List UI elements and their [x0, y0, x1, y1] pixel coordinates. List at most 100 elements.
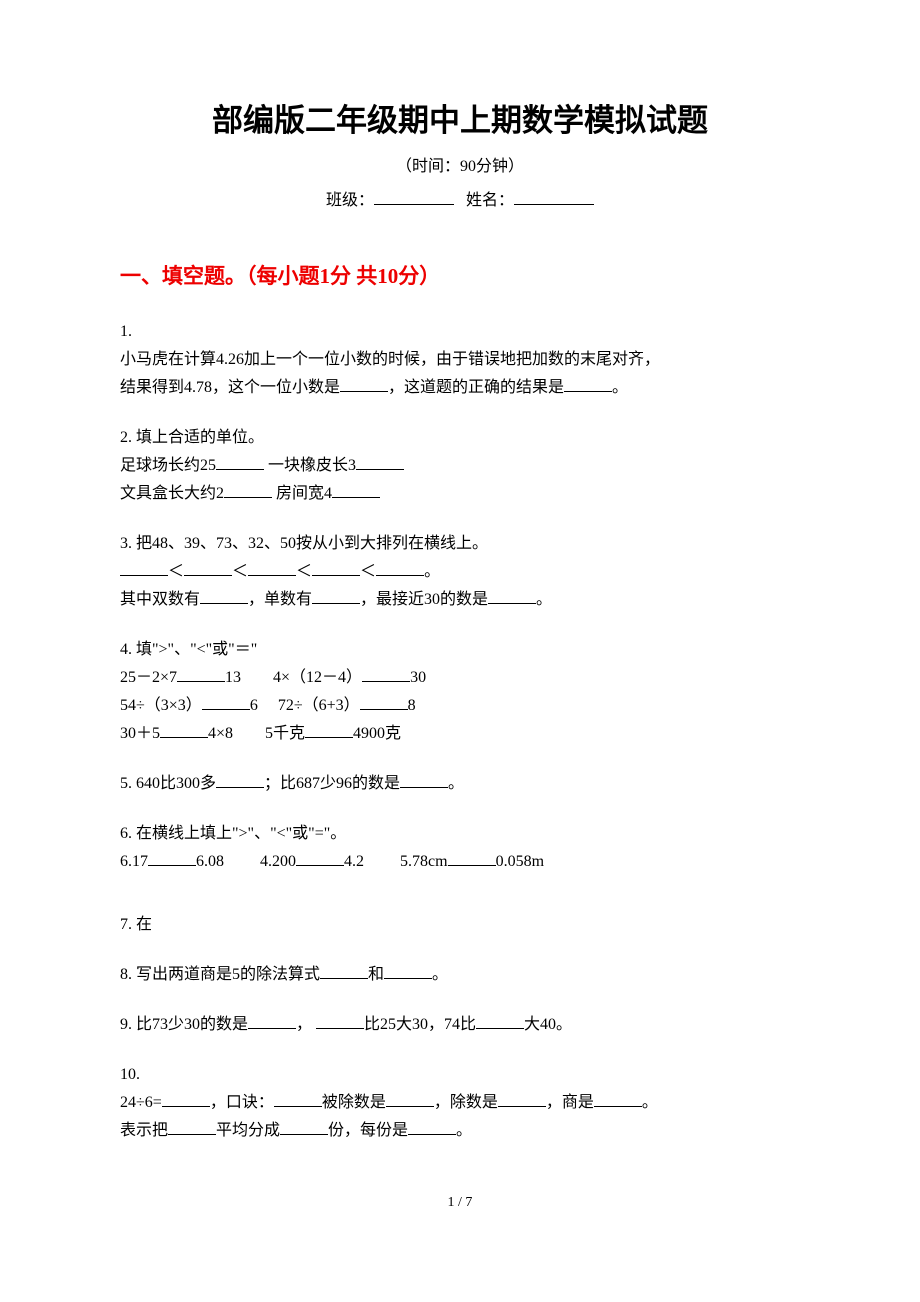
q4-l2a: 54÷（3×3） — [120, 697, 202, 714]
q3-lt-4: ＜ — [360, 563, 376, 580]
q4-blank-6[interactable] — [305, 722, 353, 738]
q1-blank-2[interactable] — [564, 376, 612, 392]
q10-num: 10. — [120, 1066, 140, 1083]
q2-num: 2. 填上合适的单位。 — [120, 429, 264, 446]
q3-l3a: 其中双数有 — [120, 591, 200, 608]
q10-l2b: 平均分成 — [216, 1122, 280, 1139]
q2-l1b: 一块橡皮长3 — [264, 457, 356, 474]
q3-blank-4[interactable] — [312, 560, 360, 576]
q4-l2b: 6 72÷（6+3） — [250, 697, 360, 714]
q4-num: 4. 填">"、"<"或"＝" — [120, 641, 257, 658]
q2-blank-2[interactable] — [356, 454, 404, 470]
q3-period: 。 — [424, 563, 440, 580]
q8-b: 和 — [368, 966, 384, 983]
q10-blank-6[interactable] — [168, 1119, 216, 1135]
q9-a: 9. 比73少30的数是 — [120, 1016, 248, 1033]
q4-blank-4[interactable] — [360, 694, 408, 710]
q2-blank-3[interactable] — [224, 482, 272, 498]
q9-b: ， — [296, 1016, 316, 1033]
q3-lt-1: ＜ — [168, 563, 184, 580]
q8-blank-1[interactable] — [320, 963, 368, 979]
q10-blank-3[interactable] — [386, 1091, 434, 1107]
q3-l3d: 。 — [536, 591, 552, 608]
q1-part-a: 结果得到4.78，这个一位小数是 — [120, 379, 340, 396]
q2-blank-1[interactable] — [216, 454, 264, 470]
q5-blank-1[interactable] — [216, 772, 264, 788]
name-blank[interactable] — [514, 187, 594, 205]
q3-blank-7[interactable] — [312, 588, 360, 604]
q9-blank-1[interactable] — [248, 1013, 296, 1029]
q1-num: 1. — [120, 323, 132, 340]
question-5: 5. 640比300多；比687少96的数是。 — [120, 770, 800, 798]
q6-blank-2[interactable] — [296, 850, 344, 866]
student-info-line: 班级： 姓名： — [120, 186, 800, 210]
q3-blank-8[interactable] — [488, 588, 536, 604]
name-label: 姓名： — [466, 192, 514, 209]
q4-l3b: 4×8 5千克 — [208, 725, 305, 742]
q6-d: 0.058m — [496, 853, 544, 870]
q4-l3a: 30＋5 — [120, 725, 160, 742]
q1-line1: 小马虎在计算4.26加上一个一位小数的时候，由于错误地把加数的末尾对齐， — [120, 351, 660, 368]
q4-l1a: 25－2×7 — [120, 669, 177, 686]
q6-num: 6. 在横线上填上">"、"<"或"="。 — [120, 825, 346, 842]
q10-l1a: 24÷6= — [120, 1094, 162, 1111]
q3-blank-1[interactable] — [120, 560, 168, 576]
q3-blank-5[interactable] — [376, 560, 424, 576]
question-6: 6. 在横线上填上">"、"<"或"="。 6.176.08 4.2004.2 … — [120, 820, 800, 876]
q6-blank-1[interactable] — [148, 850, 196, 866]
q10-blank-5[interactable] — [594, 1091, 642, 1107]
class-blank[interactable] — [374, 187, 454, 205]
q4-blank-1[interactable] — [177, 666, 225, 682]
q9-c: 比25大30，74比 — [364, 1016, 476, 1033]
q8-blank-2[interactable] — [384, 963, 432, 979]
q3-blank-2[interactable] — [184, 560, 232, 576]
q3-num: 3. 把48、39、73、32、50按从小到大排列在横线上。 — [120, 535, 488, 552]
section-1-header: 一、填空题。（每小题1分 共10分） — [120, 260, 800, 290]
question-7: 7. 在 — [120, 911, 800, 939]
exam-title: 部编版二年级期中上期数学模拟试题 — [120, 95, 800, 140]
q10-l1e: ，商是 — [546, 1094, 594, 1111]
q4-l2c: 8 — [408, 697, 416, 714]
q7-text: 7. 在 — [120, 916, 152, 933]
q4-blank-5[interactable] — [160, 722, 208, 738]
q6-blank-3[interactable] — [448, 850, 496, 866]
q10-blank-8[interactable] — [408, 1119, 456, 1135]
q5-c: 。 — [448, 775, 464, 792]
q1-part-b: ，这道题的正确的结果是 — [388, 379, 564, 396]
q10-blank-7[interactable] — [280, 1119, 328, 1135]
q4-blank-3[interactable] — [202, 694, 250, 710]
q2-l1a: 足球场长约25 — [120, 457, 216, 474]
q5-b: ；比687少96的数是 — [264, 775, 400, 792]
question-10: 10. 24÷6=，口诀：被除数是，除数是，商是。 表示把平均分成份，每份是。 — [120, 1061, 800, 1145]
q10-blank-1[interactable] — [162, 1091, 210, 1107]
q3-l3c: ，最接近30的数是 — [360, 591, 488, 608]
q8-c: 。 — [432, 966, 448, 983]
q3-blank-3[interactable] — [248, 560, 296, 576]
class-label: 班级： — [326, 192, 374, 209]
q10-l2a: 表示把 — [120, 1122, 168, 1139]
q10-blank-4[interactable] — [498, 1091, 546, 1107]
q3-lt-2: ＜ — [232, 563, 248, 580]
q9-blank-3[interactable] — [476, 1013, 524, 1029]
q1-blank-1[interactable] — [340, 376, 388, 392]
exam-time: （时间：90分钟） — [120, 152, 800, 176]
question-1: 1. 小马虎在计算4.26加上一个一位小数的时候，由于错误地把加数的末尾对齐， … — [120, 318, 800, 402]
q2-blank-4[interactable] — [332, 482, 380, 498]
q5-blank-2[interactable] — [400, 772, 448, 788]
q3-blank-6[interactable] — [200, 588, 248, 604]
q10-l1f: 。 — [642, 1094, 658, 1111]
q4-l3c: 4900克 — [353, 725, 401, 742]
q9-blank-2[interactable] — [316, 1013, 364, 1029]
q10-l1d: ，除数是 — [434, 1094, 498, 1111]
question-2: 2. 填上合适的单位。 足球场长约25 一块橡皮长3 文具盒长大约2 房间宽4 — [120, 424, 800, 508]
q4-l1b: 13 4×（12－4） — [225, 669, 362, 686]
question-8: 8. 写出两道商是5的除法算式和。 — [120, 961, 800, 989]
q4-blank-2[interactable] — [362, 666, 410, 682]
q10-blank-2[interactable] — [274, 1091, 322, 1107]
q4-l1c: 30 — [410, 669, 426, 686]
question-3: 3. 把48、39、73、32、50按从小到大排列在横线上。 ＜＜＜＜。 其中双… — [120, 530, 800, 614]
question-9: 9. 比73少30的数是， 比25大30，74比大40。 — [120, 1011, 800, 1039]
q10-l1b: ，口诀： — [210, 1094, 274, 1111]
q10-l2d: 。 — [456, 1122, 472, 1139]
page-number: 1 / 7 — [120, 1195, 800, 1211]
